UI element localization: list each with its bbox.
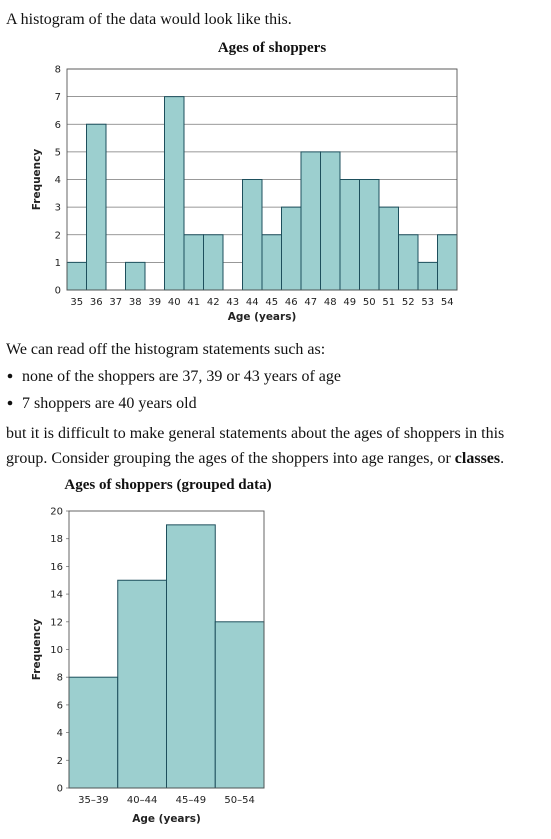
plot-frame — [68, 510, 265, 789]
y-tick-label: 6 — [57, 700, 63, 711]
x-tick-label: 35 — [70, 297, 83, 308]
paragraph: We can read off the histogram statements… — [6, 341, 325, 358]
x-tick-label: 35–39 — [78, 795, 108, 806]
intro-text: A histogram of the data would look like … — [6, 11, 292, 28]
y-tick-label: 7 — [55, 92, 61, 103]
bar — [214, 621, 265, 789]
y-tick-label: 18 — [50, 534, 63, 545]
x-tick-label: 38 — [129, 297, 142, 308]
x-tick-label: 46 — [285, 297, 298, 308]
y-tick-label: 20 — [50, 507, 63, 518]
bar — [166, 524, 216, 789]
plot-frame — [66, 68, 458, 291]
bar — [125, 261, 146, 291]
bar — [164, 96, 185, 291]
x-tick-label: 48 — [324, 297, 337, 308]
y-tick-label: 2 — [57, 756, 63, 767]
x-tick-label: 50–54 — [224, 795, 254, 806]
x-tick-label: 37 — [109, 297, 122, 308]
bar — [183, 234, 204, 291]
x-axis-label: Age (years) — [132, 813, 201, 825]
x-tick-label: 40 — [168, 297, 181, 308]
closing-term: classes — [455, 450, 500, 467]
x-tick-label: 39 — [148, 297, 161, 308]
bar — [339, 179, 360, 291]
y-tick-label: 16 — [50, 562, 63, 573]
chart-title: Ages of shoppers (grouped data) — [64, 477, 271, 493]
x-tick-label: 45 — [265, 297, 278, 308]
x-tick-label: 51 — [382, 297, 395, 308]
bar — [398, 234, 419, 291]
closing-line: group. Consider grouping the ages of the… — [6, 450, 504, 467]
bar — [417, 261, 438, 291]
x-tick-label: 40–44 — [127, 795, 157, 806]
bar — [68, 676, 119, 789]
y-tick-label: 0 — [57, 784, 63, 795]
bar — [359, 179, 380, 291]
x-tick-label: 45–49 — [176, 795, 206, 806]
bullet-dot — [7, 400, 13, 406]
bar — [437, 234, 458, 291]
bar — [281, 206, 302, 291]
x-axis-label: Age (years) — [228, 311, 297, 323]
y-tick-label: 14 — [50, 590, 63, 601]
bullet-dot — [7, 373, 13, 379]
bullet-text: 7 shoppers are 40 years old — [22, 395, 197, 412]
x-tick-label: 41 — [187, 297, 200, 308]
x-tick-label: 54 — [441, 297, 454, 308]
y-tick-label: 2 — [55, 230, 61, 241]
x-tick-label: 42 — [207, 297, 220, 308]
x-tick-label: 47 — [304, 297, 317, 308]
y-tick-label: 3 — [55, 203, 61, 214]
bar — [117, 579, 167, 789]
bar — [261, 234, 282, 291]
x-tick-label: 53 — [421, 297, 434, 308]
x-tick-label: 36 — [90, 297, 103, 308]
bar — [86, 123, 107, 291]
y-axis-label: Frequency — [31, 149, 43, 211]
bar — [300, 151, 321, 291]
x-tick-label: 43 — [226, 297, 239, 308]
closing-line: but it is difficult to make general stat… — [6, 425, 504, 442]
y-tick-label: 6 — [55, 120, 61, 131]
y-tick-label: 12 — [50, 617, 63, 628]
x-tick-label: 49 — [343, 297, 356, 308]
y-tick-label: 1 — [55, 258, 61, 269]
y-tick-label: 0 — [55, 286, 61, 297]
y-tick-label: 8 — [57, 673, 63, 684]
y-tick-label: 4 — [57, 728, 63, 739]
x-tick-label: 50 — [363, 297, 376, 308]
y-axis-label: Frequency — [31, 619, 43, 681]
y-tick-label: 8 — [55, 65, 61, 76]
bar — [242, 179, 263, 291]
y-tick-label: 4 — [55, 175, 61, 186]
closing-end: . — [500, 450, 504, 467]
bullet-text: none of the shoppers are 37, 39 or 43 ye… — [22, 368, 341, 385]
closing-text: group. Consider grouping the ages of the… — [6, 450, 455, 467]
bar — [203, 234, 224, 291]
y-tick-label: 10 — [50, 645, 63, 656]
x-tick-label: 44 — [246, 297, 259, 308]
bar — [378, 206, 399, 291]
chart-title: Ages of shoppers — [218, 40, 327, 56]
bar — [66, 261, 87, 291]
x-tick-label: 52 — [402, 297, 415, 308]
y-tick-label: 5 — [55, 147, 61, 158]
bar — [320, 151, 341, 291]
